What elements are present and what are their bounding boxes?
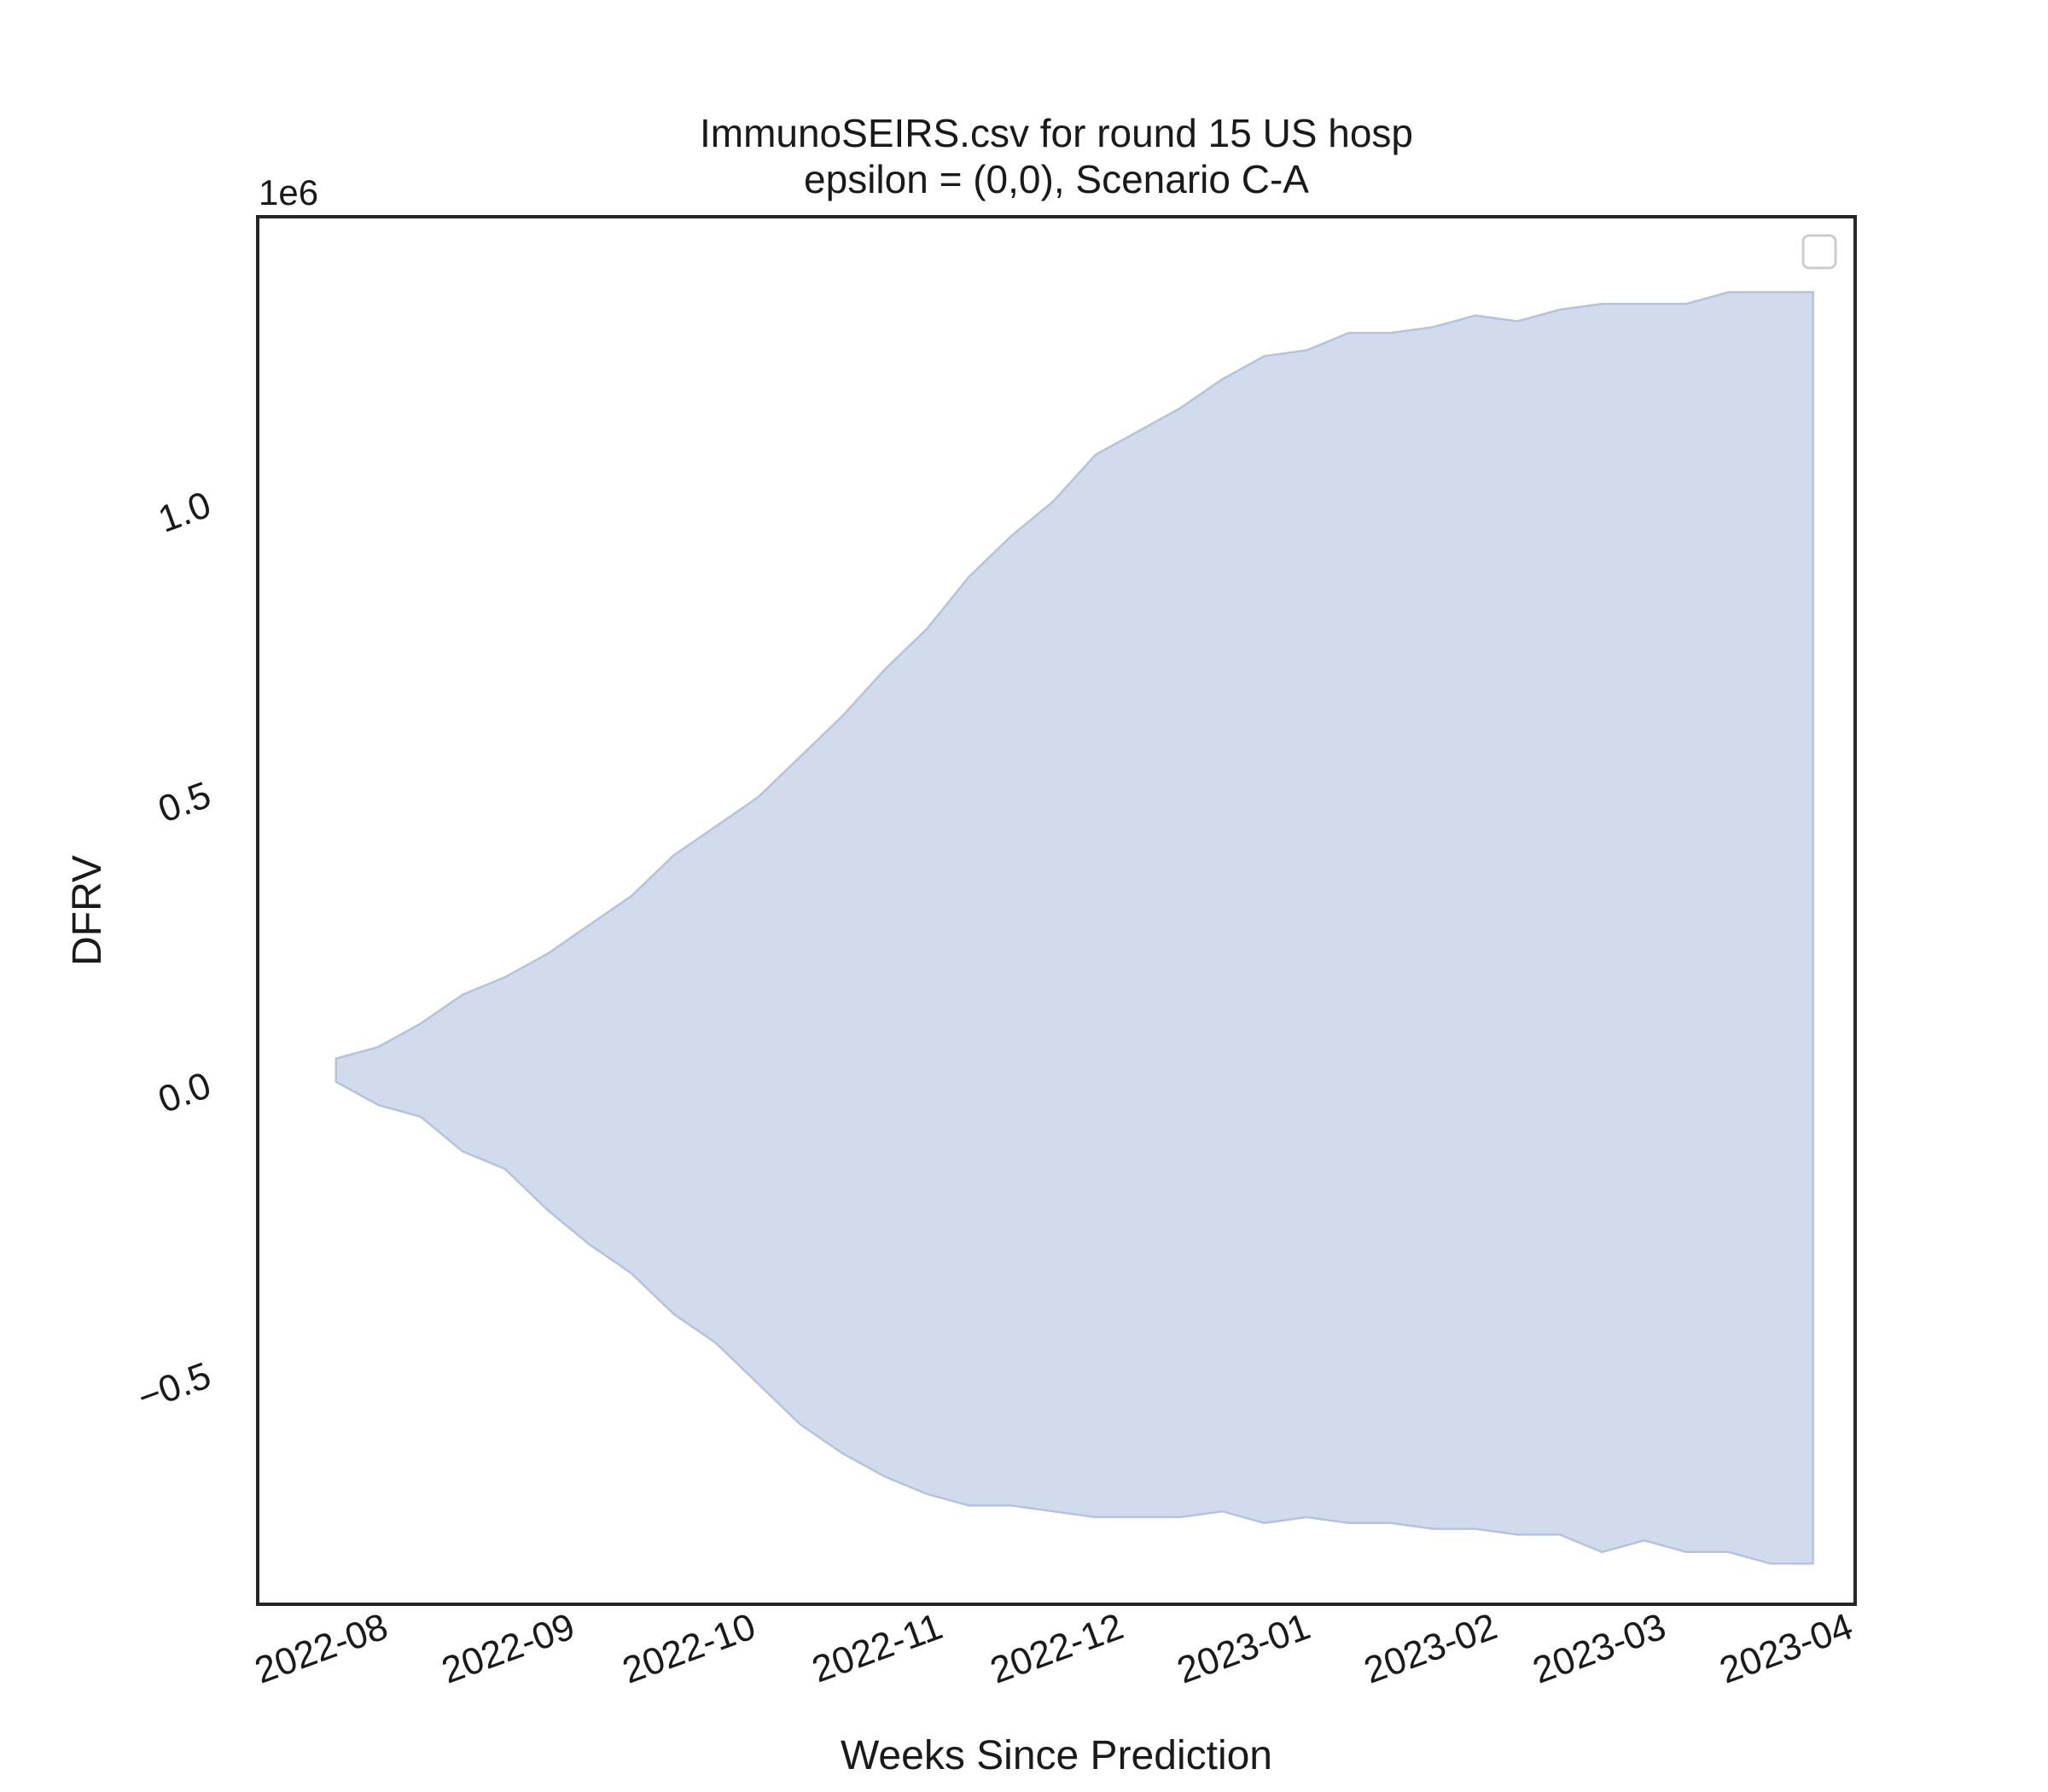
- y-tick-label: 1.0: [153, 484, 216, 541]
- chart-title-line2: epsilon = (0,0), Scenario C-A: [804, 157, 1309, 201]
- x-tick-label: 2023-04: [1714, 1605, 1859, 1691]
- x-tick-label: 2023-03: [1527, 1605, 1672, 1691]
- x-axis-ticks: 2022-08 2022-09 2022-10 2022-11 2022-12 2023-…: [249, 1605, 1858, 1691]
- y-axis-ticks: −0.5 0.0 0.5 1.0: [132, 484, 216, 1419]
- x-tick-label: 2023-02: [1359, 1605, 1503, 1691]
- plot-frame: [256, 215, 1857, 1606]
- y-offset-label: 1e6: [259, 172, 318, 212]
- x-tick-label: 2022-08: [249, 1605, 393, 1691]
- plot-area: [335, 291, 1814, 1565]
- chart-title-line1: ImmunoSEIRS.csv for round 15 US hosp: [700, 111, 1413, 155]
- x-tick-label: 2022-11: [806, 1605, 947, 1690]
- x-tick-label: 2022-10: [617, 1605, 761, 1691]
- x-tick-label: 2022-09: [436, 1605, 580, 1691]
- y-axis-label: DFRV: [65, 855, 110, 966]
- x-tick-label: 2022-12: [985, 1605, 1129, 1691]
- y-tick-label: 0.0: [153, 1064, 216, 1121]
- y-tick-label: 0.5: [153, 774, 216, 831]
- x-axis-label: Weeks Since Prediction: [841, 1733, 1272, 1778]
- legend-box: [1801, 234, 1837, 270]
- x-tick-label: 2023-01: [1172, 1605, 1316, 1691]
- y-tick-label: −0.5: [132, 1354, 216, 1419]
- series-band-0: [335, 291, 1814, 1565]
